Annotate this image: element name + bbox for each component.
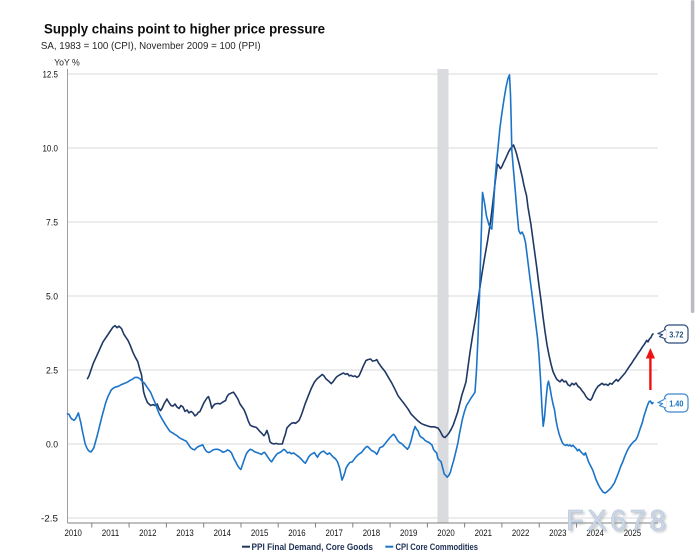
svg-text:CPI Core Commodities: CPI Core Commodities [396, 542, 479, 552]
svg-text:YoY %: YoY % [54, 57, 80, 67]
svg-text:1.40: 1.40 [669, 398, 683, 408]
svg-text:-2.5: -2.5 [41, 513, 58, 523]
svg-text:2023: 2023 [549, 528, 566, 538]
svg-text:2022: 2022 [512, 528, 529, 538]
svg-text:10.0: 10.0 [43, 143, 59, 153]
svg-text:3.72: 3.72 [669, 329, 683, 339]
svg-text:2018: 2018 [363, 528, 380, 538]
svg-text:2011: 2011 [102, 528, 119, 538]
svg-text:2.5: 2.5 [46, 365, 58, 375]
svg-text:2020: 2020 [437, 528, 454, 538]
svg-text:PPI Final Demand, Core Goods: PPI Final Demand, Core Goods [252, 542, 374, 552]
svg-text:0.0: 0.0 [46, 439, 58, 449]
svg-text:7.5: 7.5 [46, 217, 58, 227]
svg-text:2019: 2019 [400, 528, 417, 538]
svg-text:2024: 2024 [586, 528, 603, 538]
svg-text:2017: 2017 [326, 528, 343, 538]
svg-text:2012: 2012 [139, 528, 156, 538]
svg-text:SA, 1983 = 100 (CPI), November: SA, 1983 = 100 (CPI), November 2009 = 10… [41, 41, 261, 52]
svg-text:12.5: 12.5 [43, 69, 59, 79]
svg-text:2021: 2021 [475, 528, 492, 538]
svg-text:FX678: FX678 [568, 507, 671, 539]
svg-text:2025: 2025 [624, 528, 641, 538]
svg-text:Supply chains point to higher: Supply chains point to higher price pres… [44, 21, 325, 37]
svg-text:2014: 2014 [214, 528, 231, 538]
svg-text:5.0: 5.0 [46, 291, 58, 301]
svg-text:2016: 2016 [288, 528, 305, 538]
svg-text:FX678: FX678 [566, 505, 669, 537]
svg-text:2010: 2010 [65, 528, 82, 538]
svg-text:2015: 2015 [251, 528, 268, 538]
svg-text:2013: 2013 [176, 528, 193, 538]
